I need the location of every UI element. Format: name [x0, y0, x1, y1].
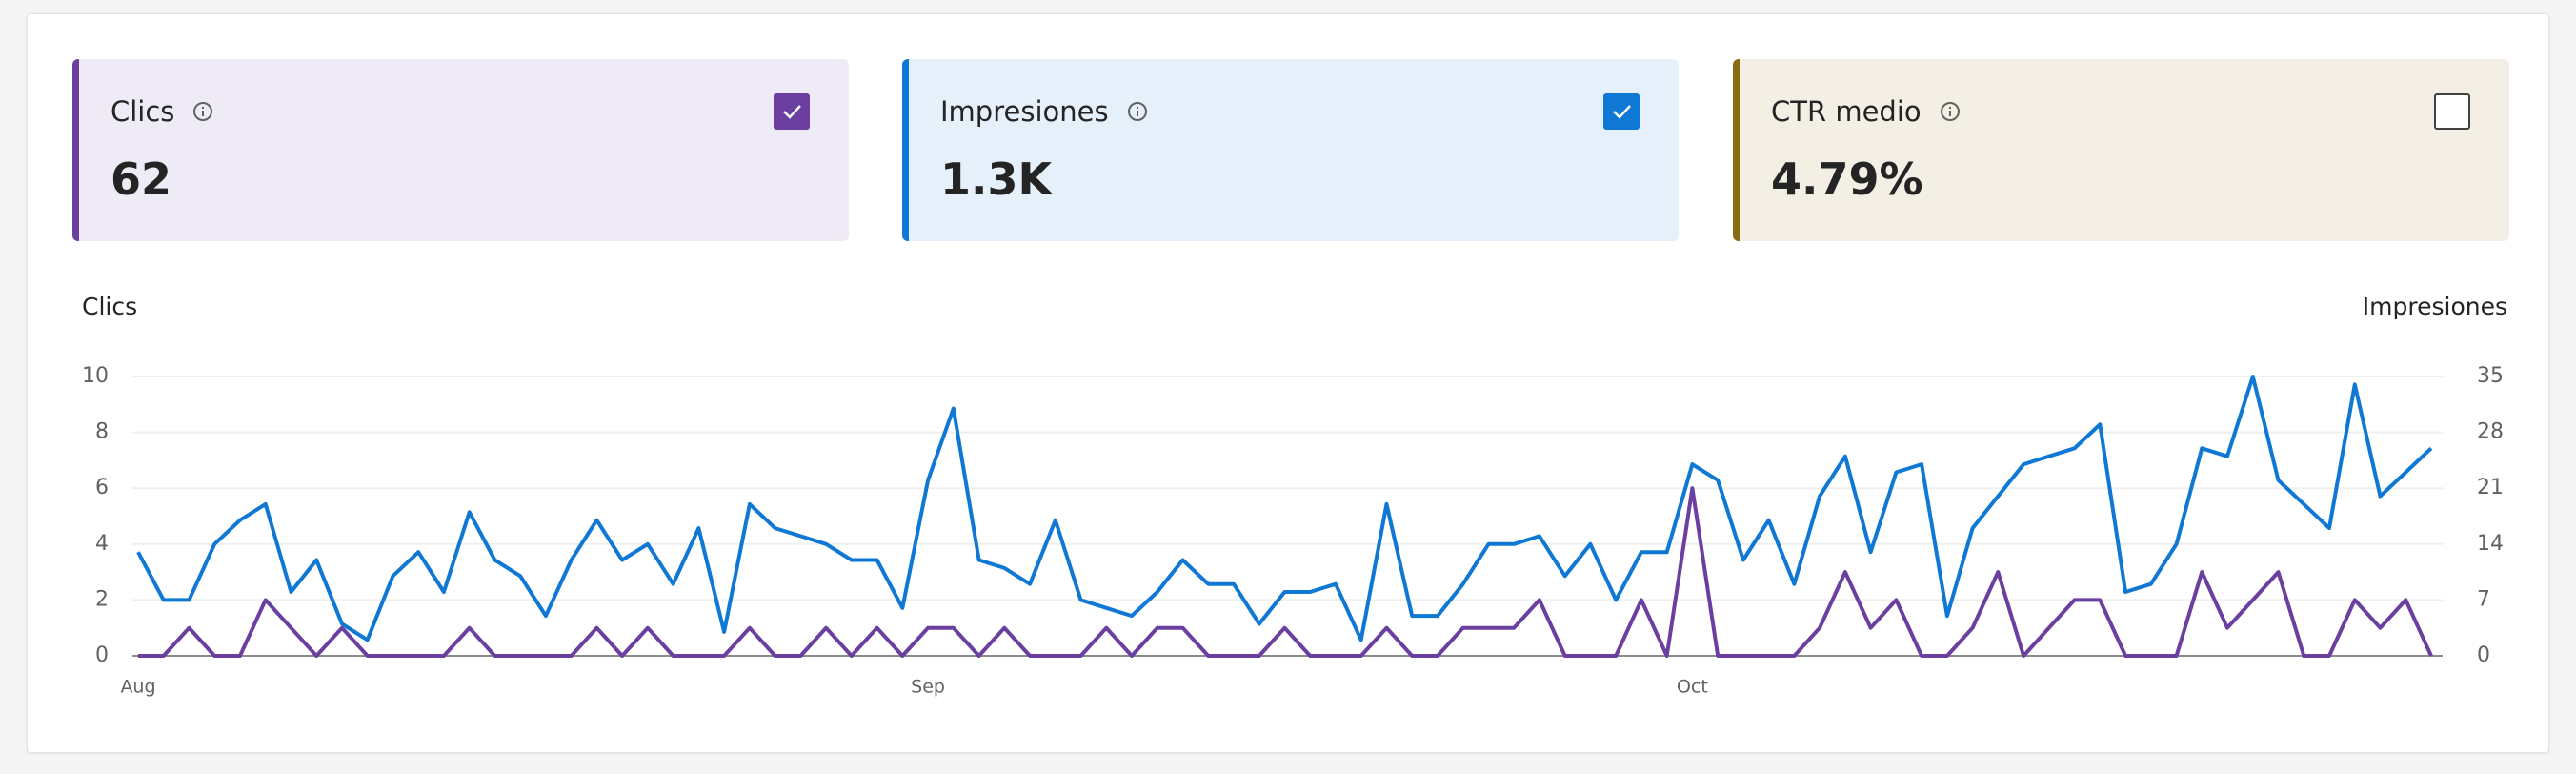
card-header: Clics [111, 93, 213, 130]
card-value: 1.3K [940, 153, 1053, 205]
checkbox[interactable] [2434, 93, 2470, 130]
card-label: Clics [111, 95, 175, 128]
y-tick-label: 6 [95, 476, 109, 499]
x-tick-label: Aug [120, 677, 155, 698]
y2-tick-label: 14 [2477, 532, 2504, 556]
card-header: Impresiones [940, 93, 1147, 130]
card-label: CTR medio [1771, 95, 1922, 128]
series-line [136, 375, 2433, 642]
y2-tick-label: 7 [2477, 587, 2490, 611]
info-glyph [1948, 107, 1951, 116]
y2-tick-label: 0 [2477, 643, 2490, 667]
checkbox[interactable] [774, 93, 810, 130]
y-tick-label: 2 [95, 587, 109, 611]
info-icon[interactable] [193, 102, 213, 121]
checkbox[interactable] [1603, 93, 1640, 130]
y-tick-label: 0 [95, 643, 109, 667]
card-header: CTR medio [1771, 93, 1960, 130]
y2-tick-label: 21 [2477, 476, 2504, 499]
info-glyph [202, 107, 205, 116]
y-tick-label: 4 [95, 532, 109, 556]
info-icon[interactable] [1127, 102, 1147, 121]
card-label: Impresiones [940, 95, 1109, 128]
check-mark [783, 105, 801, 119]
card-value: 62 [111, 153, 172, 205]
info-glyph [1136, 107, 1138, 116]
metric-card[interactable]: Impresiones 1.3K [902, 59, 1679, 241]
info-icon[interactable] [1940, 102, 1960, 121]
y2-tick-label: 35 [2477, 364, 2504, 388]
y2-tick-label: 28 [2477, 420, 2504, 444]
check-mark [1613, 105, 1631, 119]
metric-card[interactable]: Clics 62 [72, 59, 849, 241]
x-tick-label: Oct [1677, 677, 1708, 698]
x-tick-label: Sep [911, 677, 945, 698]
y-tick-label: 8 [95, 420, 109, 444]
card-value: 4.79% [1771, 153, 1923, 205]
y2-axis-title: Impresiones [2363, 293, 2507, 320]
y-tick-label: 10 [82, 364, 109, 388]
metric-card[interactable]: CTR medio 4.79% [1733, 59, 2509, 241]
series-line [138, 486, 2433, 658]
y-axis-title: Clics [82, 293, 137, 320]
